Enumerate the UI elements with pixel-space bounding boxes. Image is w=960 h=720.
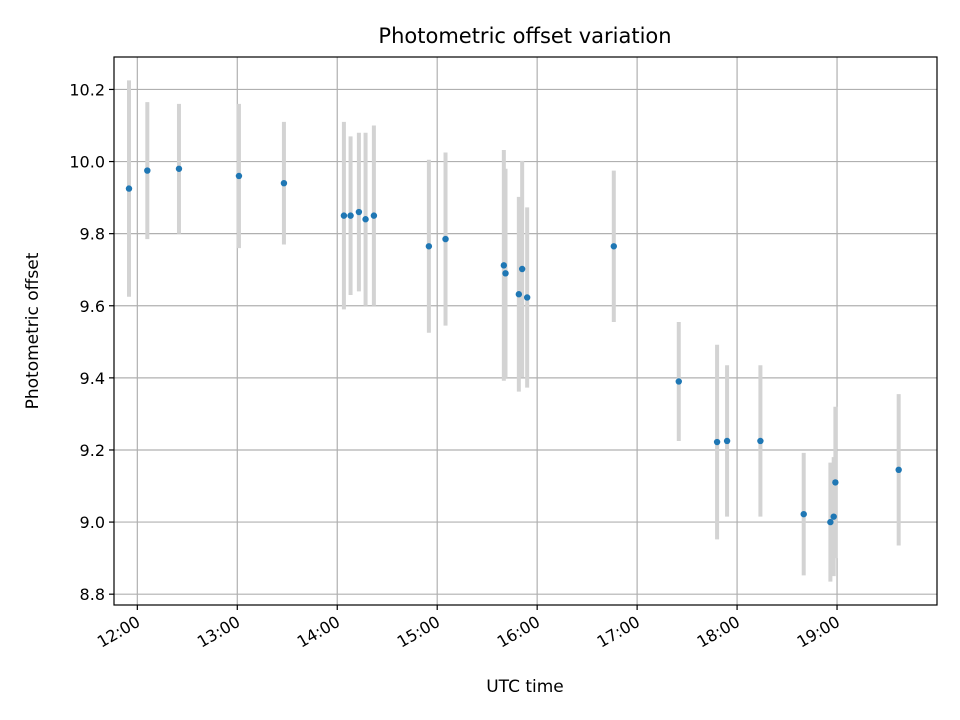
data-point	[442, 235, 449, 243]
x-tick-label: 12:00	[94, 612, 143, 652]
x-tick-label: 17:00	[594, 612, 643, 652]
y-axis-label: Photometric offset	[23, 252, 43, 409]
data-point	[827, 518, 834, 526]
data-point	[280, 179, 288, 187]
x-tick-label: 19:00	[794, 612, 843, 652]
data-point	[362, 216, 369, 223]
data-point	[370, 212, 378, 219]
data-point	[523, 294, 531, 301]
plot-frame	[113, 56, 938, 606]
data-point	[832, 479, 839, 486]
y-tick-label: 10.2	[69, 80, 105, 99]
chart-title: Photometric offset variation	[378, 24, 671, 48]
y-tick-label: 10.0	[69, 153, 105, 172]
y-tick-label: 9.0	[80, 513, 105, 532]
data-point	[347, 212, 354, 219]
y-tick-label: 8.8	[80, 585, 105, 604]
data-point	[713, 438, 721, 446]
y-axis-ticks: 8.8 9.0 9.2 9.4 9.6 9.8 10.0 10.2	[69, 80, 114, 604]
data-point	[518, 265, 526, 273]
data-point	[723, 437, 731, 445]
y-tick-label: 9.6	[80, 297, 105, 316]
data-point	[800, 510, 807, 518]
y-tick-label: 9.4	[80, 369, 105, 388]
x-axis-ticks: 12:00 13:00 14:00 15:00 16:00 17:00 18:00 19:00	[94, 605, 843, 652]
x-axis-label: UTC time	[486, 677, 564, 697]
data-point	[830, 513, 837, 520]
data-point	[515, 291, 523, 298]
data-point	[144, 167, 151, 174]
data-point	[125, 185, 133, 192]
data-point	[175, 165, 183, 172]
x-tick-label: 13:00	[194, 612, 243, 652]
data-point	[757, 437, 764, 445]
y-tick-label: 9.8	[80, 225, 105, 244]
data-point	[500, 262, 508, 269]
error-bars	[126, 80, 901, 582]
data-point	[235, 172, 243, 180]
x-tick-label: 15:00	[394, 612, 443, 652]
x-tick-label: 18:00	[694, 612, 743, 652]
data-point	[502, 270, 509, 277]
data-point	[895, 466, 902, 474]
data-point	[340, 212, 348, 219]
data-points	[125, 165, 902, 526]
y-tick-label: 9.2	[80, 441, 105, 460]
x-tick-label: 16:00	[494, 612, 543, 652]
x-tick-label: 14:00	[294, 612, 343, 652]
data-point	[675, 378, 682, 385]
data-point	[425, 243, 433, 250]
data-point	[355, 208, 363, 216]
data-point	[610, 243, 617, 250]
